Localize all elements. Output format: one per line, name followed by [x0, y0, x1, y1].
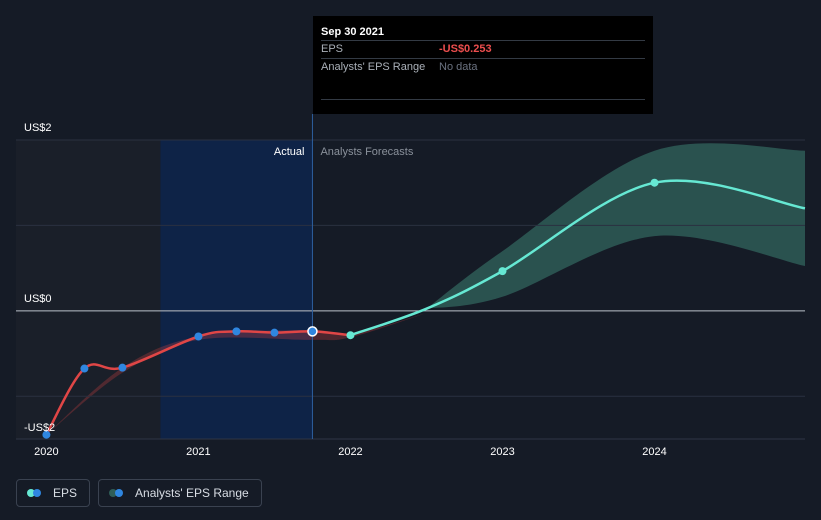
y-label-zero: US$0	[24, 293, 52, 305]
eps-point	[270, 328, 279, 337]
forecast-point	[498, 267, 507, 276]
actual-region	[160, 140, 313, 439]
forecast-range-band	[426, 143, 805, 309]
x-tick-label: 2023	[490, 446, 514, 458]
eps-point	[42, 430, 51, 439]
actual-label: Actual	[274, 146, 305, 158]
eps-point	[232, 327, 241, 336]
legend: EPS Analysts' EPS Range	[16, 479, 262, 507]
x-tick-label: 2022	[338, 446, 362, 458]
tooltip-row-range: Analysts' EPS Range No data	[321, 58, 645, 100]
legend-item-eps-range[interactable]: Analysts' EPS Range	[98, 479, 262, 507]
eps-highlight-point	[307, 326, 318, 337]
eps-point	[80, 364, 89, 373]
eps-point	[194, 332, 203, 341]
tooltip-eps-label: EPS	[321, 43, 344, 55]
x-tick-label: 2024	[642, 446, 666, 458]
tooltip-date: Sep 30 2021	[321, 26, 384, 38]
y-label-bottom: -US$2	[24, 422, 55, 434]
eps-range-legend-icon	[109, 488, 129, 498]
tooltip-eps-value: -US$0.253	[439, 43, 492, 55]
tooltip: Sep 30 2021 EPS -US$0.253 Analysts' EPS …	[313, 16, 653, 114]
legend-item-eps[interactable]: EPS	[16, 479, 91, 507]
eps-point	[118, 363, 127, 372]
tooltip-row-eps: EPS -US$0.253	[321, 40, 645, 58]
forecast-point	[650, 178, 659, 187]
forecast-line	[350, 179, 806, 337]
legend-eps-range-label: Analysts' EPS Range	[135, 486, 249, 500]
forecast-label: Analysts Forecasts	[320, 146, 413, 158]
legend-eps-label: EPS	[53, 486, 78, 500]
past-region	[16, 140, 161, 439]
tooltip-range-label: Analysts' EPS Range	[321, 61, 426, 73]
y-label-top: US$2	[24, 122, 52, 134]
forecast-point	[346, 331, 355, 340]
x-tick-label: 2021	[186, 446, 210, 458]
historic-range-band	[46, 313, 427, 435]
eps-legend-icon	[27, 488, 47, 498]
tooltip-range-value: No data	[439, 61, 478, 73]
x-tick-label: 2020	[34, 446, 58, 458]
